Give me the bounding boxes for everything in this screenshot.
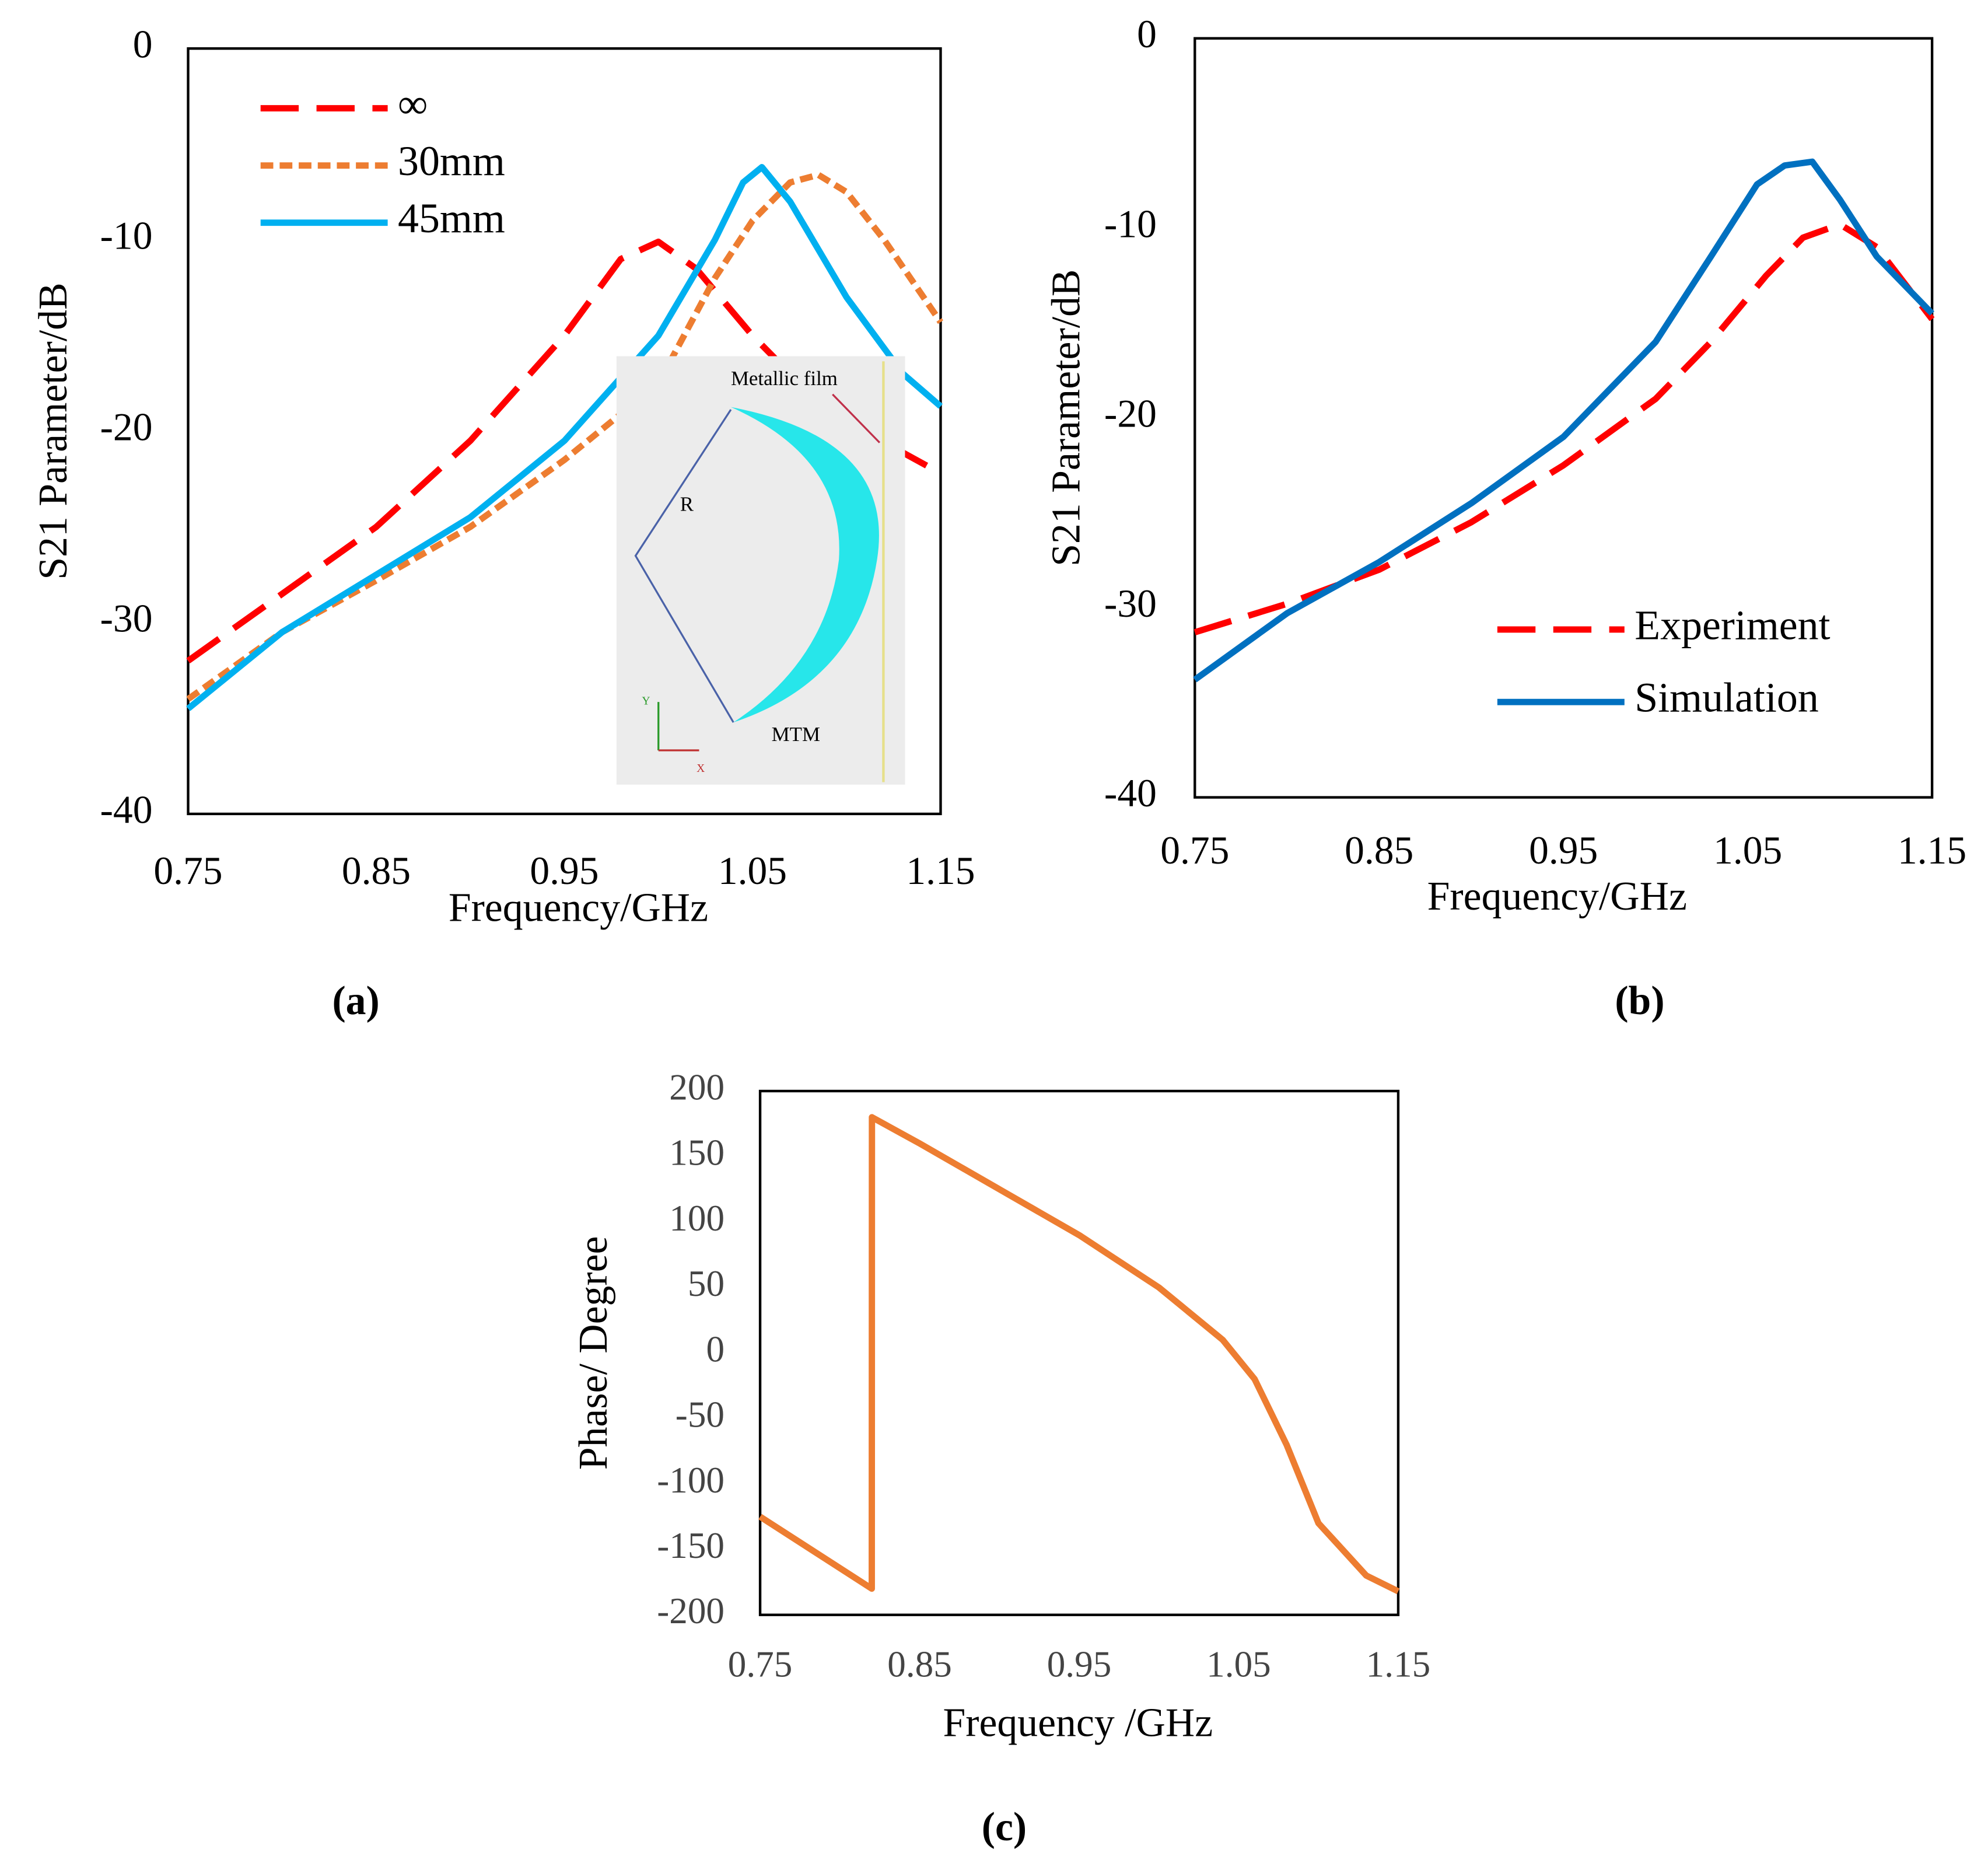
inset-label: Metallic film bbox=[731, 367, 838, 390]
x-tick-label: 1.15 bbox=[906, 849, 975, 893]
y-tick-label: -20 bbox=[1104, 392, 1157, 436]
y-tick-label: -100 bbox=[657, 1460, 724, 1501]
y-tick-label: 0 bbox=[706, 1329, 724, 1369]
y-tick-label: 200 bbox=[669, 1067, 724, 1107]
x-tick-label: 0.75 bbox=[153, 849, 222, 893]
x-tick-label: 0.95 bbox=[530, 849, 598, 893]
data-line bbox=[1194, 221, 1935, 635]
x-tick-label: 0.75 bbox=[728, 1644, 793, 1685]
x-tick-label: 0.95 bbox=[1529, 829, 1598, 872]
plot-frame bbox=[758, 1089, 1400, 1616]
y-tick-label: 0 bbox=[133, 23, 153, 67]
y-tick-label: -30 bbox=[1104, 582, 1157, 625]
x-tick-label: 1.05 bbox=[718, 849, 787, 893]
legend-label: 30mm bbox=[398, 138, 505, 184]
y-axis-title: Phase/ Degree bbox=[571, 1236, 616, 1470]
y-tick-label: -40 bbox=[1104, 771, 1157, 815]
x-tick-label: 1.15 bbox=[1366, 1644, 1431, 1685]
y-tick-label: -200 bbox=[657, 1591, 724, 1631]
y-axis-title: S21 Parameter/dB bbox=[1044, 270, 1089, 567]
panel-caption: (a) bbox=[332, 978, 379, 1023]
inset-label: MTM bbox=[772, 723, 820, 746]
radius-line bbox=[634, 409, 734, 723]
inset-label: R bbox=[680, 493, 694, 516]
y-tick-label: -20 bbox=[100, 406, 152, 449]
inset-label: X bbox=[696, 763, 705, 775]
y-tick-label: 100 bbox=[669, 1198, 724, 1239]
legend-label: 45mm bbox=[398, 195, 505, 242]
mtm-shape bbox=[730, 407, 879, 723]
y-tick-label: -50 bbox=[676, 1394, 724, 1435]
panel-caption: (b) bbox=[1615, 978, 1664, 1023]
y-axis-title: S21 Parameter/dB bbox=[31, 282, 76, 579]
x-tick-label: 1.05 bbox=[1713, 829, 1782, 872]
x-tick-label: 0.85 bbox=[1345, 829, 1413, 872]
inset-label: Y bbox=[642, 695, 650, 708]
x-tick-label: 1.05 bbox=[1206, 1644, 1271, 1685]
x-tick-label: 0.75 bbox=[1160, 829, 1229, 872]
x-axis-title: Frequency/GHz bbox=[449, 886, 708, 931]
y-tick-label: -40 bbox=[100, 788, 152, 831]
legend-label: Experiment bbox=[1634, 602, 1830, 648]
data-line bbox=[186, 164, 943, 711]
y-tick-label: -10 bbox=[100, 214, 152, 258]
inset-diagram: Metallic film R MTM Y X bbox=[616, 356, 905, 785]
y-tick-label: 50 bbox=[688, 1263, 724, 1304]
panel-caption: (c) bbox=[982, 1805, 1027, 1850]
data-line bbox=[1193, 158, 1935, 683]
legend-label: Simulation bbox=[1634, 674, 1819, 721]
data-line bbox=[758, 1114, 1400, 1595]
x-tick-label: 0.85 bbox=[342, 849, 411, 893]
y-tick-label: 0 bbox=[1137, 12, 1157, 56]
x-tick-label: 1.15 bbox=[1898, 829, 1966, 872]
x-axis-title: Frequency/GHz bbox=[1427, 874, 1687, 919]
plot-frame bbox=[1194, 37, 1934, 799]
y-tick-label: 150 bbox=[669, 1133, 724, 1173]
y-tick-label: -150 bbox=[657, 1525, 724, 1566]
x-tick-label: 0.85 bbox=[887, 1644, 952, 1685]
x-tick-label: 0.95 bbox=[1047, 1644, 1112, 1685]
pointer bbox=[832, 393, 881, 443]
y-tick-label: -10 bbox=[1104, 202, 1157, 246]
x-axis-title: Frequency /GHz bbox=[943, 1700, 1213, 1745]
plot-frame bbox=[187, 47, 942, 816]
data-line bbox=[186, 172, 943, 702]
legend-label: ∞ bbox=[398, 81, 428, 127]
y-tick-label: -30 bbox=[100, 596, 152, 640]
